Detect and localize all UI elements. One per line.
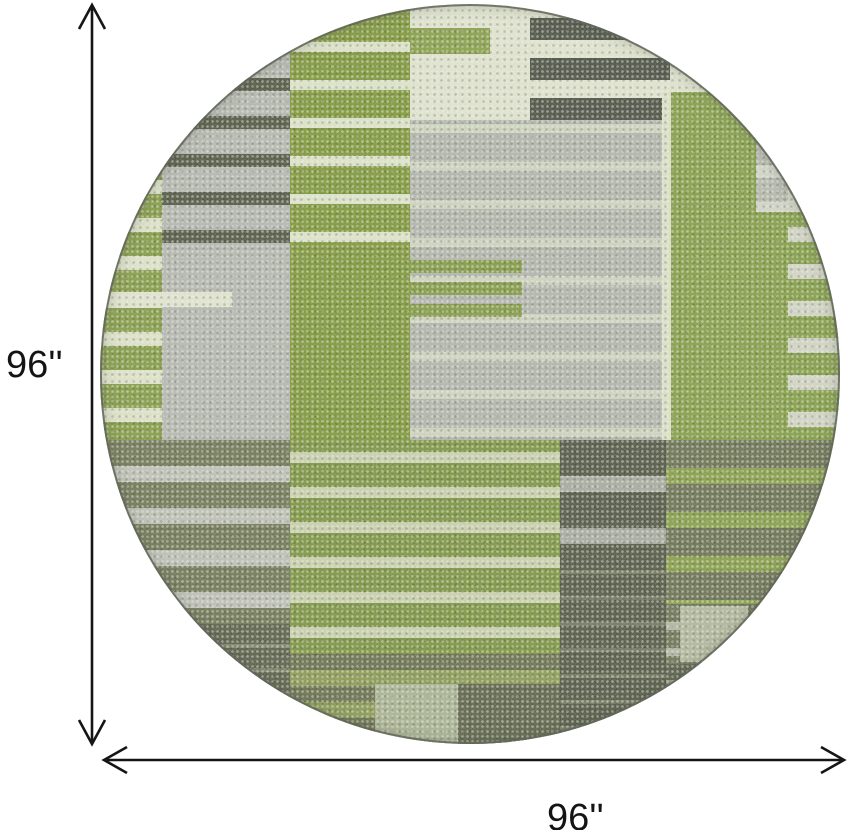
- width-dimension-label: 96'': [547, 797, 604, 830]
- rug-edge-outline: [100, 4, 840, 744]
- height-dimension-label: 96'': [6, 344, 63, 386]
- rug-image: [100, 4, 840, 744]
- rug-heather-noise-texture: [100, 4, 840, 744]
- width-dimension-arrow: [101, 745, 847, 775]
